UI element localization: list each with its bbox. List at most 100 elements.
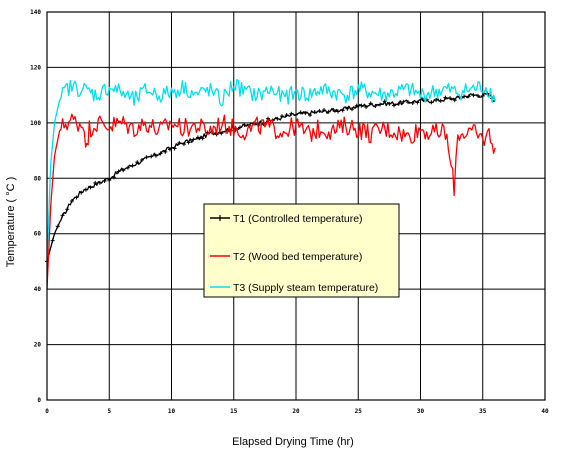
series-1-marker [462,94,467,99]
series-1-marker [125,165,130,170]
series-1-marker [102,179,107,184]
series-1-marker [97,180,102,185]
series-1-marker [303,111,308,116]
series-1-marker [279,114,284,119]
series-1-marker [322,107,327,112]
series-1-marker [200,136,205,141]
y-tick-label: 120 [30,64,41,71]
series-1-marker [177,140,182,145]
series-1-marker [139,158,144,163]
series-1-marker [121,168,126,173]
series-1-marker [107,178,112,183]
series-1-marker [130,163,135,168]
series-1-marker [480,93,485,98]
series-1-marker [415,100,420,105]
series-1-marker [275,116,280,121]
plot-frame [46,11,546,401]
series-1-marker [378,102,383,107]
series-1-marker [65,207,70,212]
x-tick-label: 10 [168,408,176,415]
series-1-marker [438,98,443,103]
series-1-marker [74,195,79,200]
series-line-2 [46,113,496,290]
y-axis-title: Temperature ( °C ) [5,177,17,268]
series-1-marker [55,224,60,229]
x-tick-label: 30 [417,408,425,415]
series-1-marker [69,199,74,204]
series-line-3 [46,79,496,262]
y-tick-label: 100 [30,120,41,127]
series-1-marker [373,104,378,109]
series-1-marker [242,123,247,128]
series-1-marker [88,185,93,190]
x-tick-label: 40 [541,408,549,415]
legend-label-1: T1 (Controlled temperature) [233,213,363,225]
series-1-marker [186,140,191,145]
series-1-marker [350,107,355,112]
series-1-marker [326,109,331,114]
series-1-marker [340,108,345,113]
series-1-marker [167,147,172,152]
series-1-marker [392,103,397,108]
series-1-marker [354,103,359,108]
series-1-marker [406,100,411,105]
series-1-marker [471,93,476,98]
series-1-marker [50,238,55,243]
series-1-marker [396,101,401,106]
legend-box [203,203,400,298]
series-1-marker [331,107,336,112]
series-lines [45,79,496,290]
series-1-marker [172,146,177,151]
y-tick-label: 60 [34,231,42,238]
legend-label-3: T3 (Supply steam temperature) [233,282,378,294]
series-1-marker [289,111,294,116]
x-axis-title: Elapsed Drying Time (hr) [232,436,354,448]
series-1-marker [434,98,439,103]
series-1-marker [336,109,341,114]
x-tick-label: 25 [355,408,363,415]
y-tick-label: 140 [30,9,41,16]
series-1-marker [312,110,317,115]
series-1-marker [83,187,88,192]
series-1-marker [60,213,65,218]
y-tick-label: 40 [34,286,42,293]
series-1-marker [420,96,425,101]
series-1-marker [294,112,298,117]
series-1-marker [476,93,481,98]
y-tick-label: 80 [34,175,42,182]
series-1-marker [111,175,116,180]
series-1-marker [410,100,415,105]
series-1-marker [429,100,434,105]
y-tick-label: 20 [34,342,42,349]
y-tick-label: 0 [37,397,41,404]
series-1-marker [135,160,140,165]
legend: T1 (Controlled temperature) T2 (Wood bed … [203,203,400,298]
series-1-marker [116,169,121,174]
series-1-marker [163,149,168,154]
series-1-marker [448,96,453,101]
series-1-marker [368,101,373,106]
tick-labels: 0 5 10 15 20 25 30 35 40 0 20 40 60 80 100 120 140 [30,9,549,415]
x-tick-label: 20 [292,408,300,415]
legend-label-2: T2 (Wood bed temperature) [233,251,362,263]
series-1-marker [387,101,392,106]
series-1-marker [345,106,350,111]
series-1-marker [308,113,313,118]
series-1-marker [443,95,448,100]
series-1-marker [195,135,200,140]
series-1-marker [149,154,154,159]
series-1-marker [153,153,158,158]
x-tick-label: 0 [45,408,49,415]
x-tick-label: 15 [230,408,238,415]
series-1-marker [284,113,289,118]
series-1-marker [237,125,242,130]
series-1-marker [359,103,364,108]
series-1-marker [93,180,98,185]
series-1-marker [219,131,224,136]
series-1-marker [298,110,303,115]
plot-border [46,11,546,401]
series-1-marker [452,98,457,103]
series-1-marker [401,99,406,104]
x-tick-label: 5 [107,408,111,415]
